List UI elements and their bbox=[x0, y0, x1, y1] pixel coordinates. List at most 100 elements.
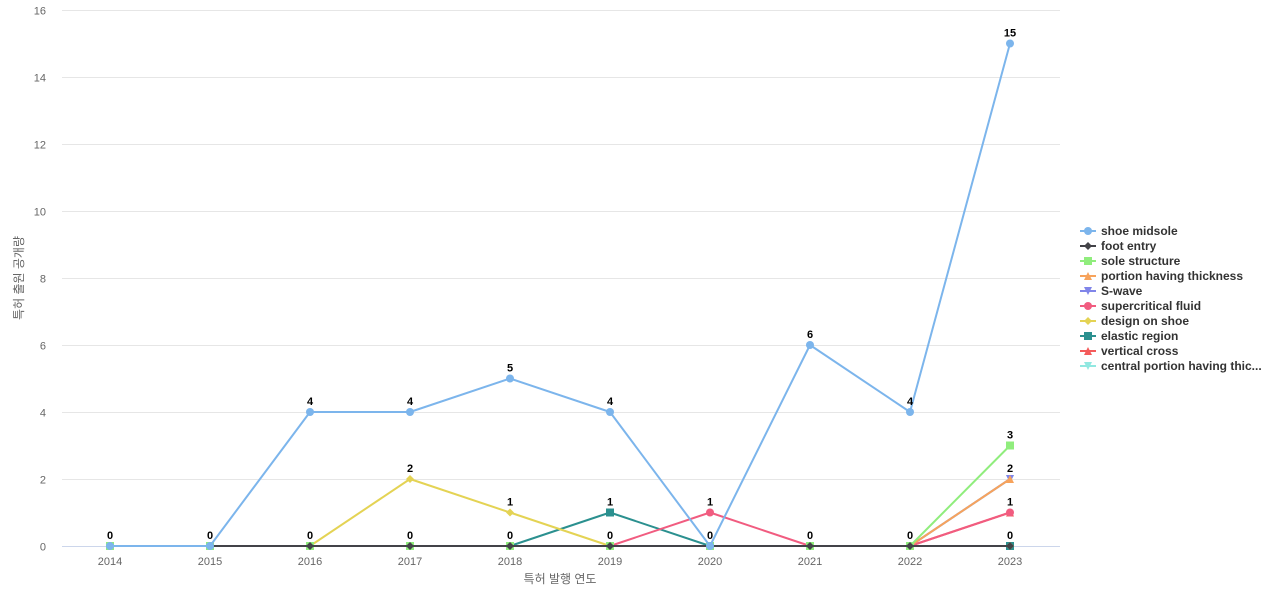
data-point bbox=[606, 508, 614, 517]
legend-marker bbox=[1084, 242, 1092, 250]
data-label: 0 bbox=[107, 530, 113, 542]
legend-item[interactable]: supercritical fluid bbox=[1080, 299, 1201, 313]
data-point bbox=[406, 408, 414, 416]
legend-item[interactable]: design on shoe bbox=[1080, 314, 1189, 328]
data-label: 0 bbox=[1007, 530, 1013, 542]
data-point bbox=[206, 542, 214, 550]
data-label: 2 bbox=[1007, 463, 1013, 475]
data-point bbox=[1006, 542, 1014, 550]
legend-marker bbox=[1084, 287, 1092, 295]
legend-item[interactable]: foot entry bbox=[1080, 239, 1157, 253]
legend-label: supercritical fluid bbox=[1101, 299, 1201, 313]
data-point bbox=[1006, 475, 1014, 483]
y-axis-title: 특허 출원 공개량 bbox=[12, 236, 26, 320]
legend-marker bbox=[1084, 362, 1092, 370]
data-label: 0 bbox=[807, 530, 813, 542]
legend-marker bbox=[1084, 332, 1092, 340]
data-label: 4 bbox=[307, 396, 314, 408]
legend-label: elastic region bbox=[1101, 329, 1178, 343]
legend-label: central portion having thic... bbox=[1101, 359, 1262, 373]
data-label: 0 bbox=[607, 530, 613, 542]
x-tick-label: 2019 bbox=[598, 556, 622, 568]
legend-label: foot entry bbox=[1101, 239, 1157, 253]
x-tick-label: 2021 bbox=[798, 556, 822, 568]
series-portion-having-thickness bbox=[106, 475, 1014, 550]
data-point bbox=[706, 508, 714, 517]
data-point bbox=[906, 542, 914, 550]
data-label: 15 bbox=[1004, 28, 1016, 40]
data-label: 1 bbox=[707, 497, 713, 509]
data-label: 6 bbox=[807, 329, 813, 341]
data-point bbox=[506, 508, 514, 517]
data-label: 1 bbox=[1007, 497, 1013, 509]
series-line bbox=[109, 42, 1011, 547]
x-tick-label: 2017 bbox=[398, 556, 422, 568]
data-label: 0 bbox=[907, 530, 913, 542]
data-label: 3 bbox=[1007, 430, 1013, 442]
data-label: 4 bbox=[407, 396, 414, 408]
series-central-portion-having-thic bbox=[106, 475, 1014, 550]
legend-item[interactable]: elastic region bbox=[1080, 329, 1178, 343]
legend-item[interactable]: sole structure bbox=[1080, 254, 1181, 268]
legend-item[interactable]: S-wave bbox=[1080, 284, 1143, 298]
x-tick-label: 2020 bbox=[698, 556, 722, 568]
legend-label: design on shoe bbox=[1101, 314, 1189, 328]
data-label: 0 bbox=[307, 530, 313, 542]
data-point bbox=[306, 542, 314, 550]
x-tick-label: 2015 bbox=[198, 556, 222, 568]
y-tick-label: 16 bbox=[34, 6, 46, 18]
grid-lines bbox=[62, 10, 1060, 547]
data-label: 0 bbox=[207, 530, 213, 542]
series-sole-structure bbox=[106, 441, 1014, 550]
legend-item[interactable]: portion having thickness bbox=[1080, 269, 1243, 283]
data-label: 0 bbox=[707, 530, 713, 542]
data-label: 2 bbox=[407, 463, 413, 475]
legend-marker bbox=[1084, 302, 1092, 310]
legend-item[interactable]: central portion having thic... bbox=[1080, 359, 1262, 373]
x-axis-ticks: 2014 2015 2016 2017 2018 2019 2020 2021 2022 2023 bbox=[98, 556, 1022, 568]
legend-item[interactable]: vertical cross bbox=[1080, 344, 1179, 358]
y-tick-label: 2 bbox=[40, 475, 46, 487]
data-point bbox=[1006, 441, 1014, 450]
data-point bbox=[306, 408, 314, 416]
y-tick-label: 14 bbox=[34, 73, 46, 85]
x-tick-label: 2014 bbox=[98, 556, 122, 568]
x-tick-label: 2016 bbox=[298, 556, 322, 568]
x-tick-label: 2023 bbox=[998, 556, 1022, 568]
y-tick-label: 0 bbox=[40, 542, 46, 554]
legend-marker bbox=[1084, 272, 1092, 280]
data-point bbox=[406, 475, 414, 483]
data-label: 1 bbox=[607, 497, 613, 509]
data-label: 4 bbox=[607, 396, 614, 408]
data-label: 0 bbox=[507, 530, 513, 542]
legend-label: vertical cross bbox=[1101, 344, 1179, 358]
data-label: 4 bbox=[907, 396, 914, 408]
data-point bbox=[906, 408, 914, 416]
series-foot-entry bbox=[106, 542, 1014, 550]
series-line bbox=[109, 444, 1011, 547]
data-point bbox=[706, 542, 714, 550]
series-shoe-midsole bbox=[106, 39, 1014, 550]
data-point bbox=[806, 542, 814, 550]
y-tick-label: 10 bbox=[34, 207, 46, 219]
legend-marker bbox=[1084, 257, 1092, 265]
series-line bbox=[109, 478, 1011, 547]
y-tick-label: 4 bbox=[40, 408, 46, 420]
series-s-wave bbox=[106, 475, 1014, 550]
y-axis-ticks: 0 2 4 6 8 10 12 14 16 bbox=[34, 6, 46, 554]
legend-marker bbox=[1084, 347, 1092, 355]
legend-item[interactable]: shoe midsole bbox=[1080, 224, 1178, 238]
series-lines bbox=[106, 39, 1014, 550]
data-point bbox=[506, 542, 514, 550]
data-point bbox=[606, 542, 614, 550]
data-point bbox=[1006, 39, 1014, 48]
x-axis-title: 특허 발행 연도 bbox=[524, 571, 597, 586]
data-label: 0 bbox=[407, 530, 413, 542]
y-tick-label: 12 bbox=[34, 140, 46, 152]
data-point bbox=[106, 542, 114, 550]
legend-label: shoe midsole bbox=[1101, 224, 1178, 238]
legend-label: sole structure bbox=[1101, 254, 1181, 268]
